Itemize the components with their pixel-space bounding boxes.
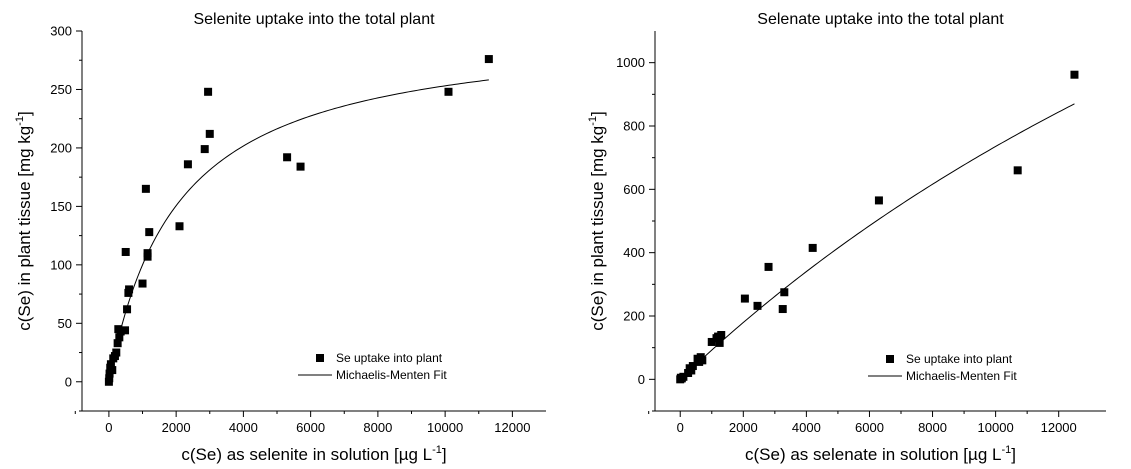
data-point [113,339,122,348]
data-point [200,145,209,154]
data-point [105,374,114,383]
data-point [679,372,688,381]
data-point [204,87,213,96]
data-point [687,366,696,375]
chart-title: Selenate uptake into the total plant [757,11,1004,28]
y-tick-label: 200 [50,140,72,155]
data-point [183,160,192,169]
x-axis-label: c(Se) as selenate in solution [µg L-1] [745,444,1016,464]
y-tick-label: 1000 [616,55,645,70]
data-point [484,55,493,64]
data-point [283,153,292,162]
data-point [874,196,883,205]
data-point [740,294,749,303]
x-tick-label: 4000 [229,420,258,435]
legend: Se uptake into plant Michaelis-Menten Fit [298,351,447,382]
legend-marker-square [316,354,324,362]
x-tick-label: 12000 [1041,420,1077,435]
data-point [141,184,150,193]
data-point [125,285,134,294]
x-tick-label: 10000 [427,420,463,435]
y-axis-label: c(Se) in plant tissue [mg kg-1] [14,111,34,331]
legend-label-scatter: Se uptake into plant [336,351,443,365]
data-point [717,331,726,339]
data-point [175,222,184,231]
data-point [121,247,130,256]
y-tick-label: 250 [50,82,72,97]
x-tick-label: 8000 [363,420,392,435]
y-tick-label: 100 [50,257,72,272]
data-point [1070,70,1079,79]
x-axis-label: c(Se) as selenite in solution [µg L-1] [181,444,446,464]
x-tick-label: 8000 [918,420,947,435]
data-point [138,279,147,288]
data-point [123,305,132,314]
data-point [145,228,154,237]
legend-label-line: Michaelis-Menten Fit [906,369,1017,383]
chart-1: 0 2000 4000 6000 8000 10000 12000 0 50 100 150 200 2… [14,11,546,464]
fit-line [118,79,489,337]
y-axis-label: c(Se) in plant tissue [mg kg-1] [587,111,607,331]
y-tick-label: 600 [623,182,645,197]
data-point [707,337,716,346]
y-tick-label: 400 [623,245,645,260]
y-tick-label: 300 [50,24,72,39]
data-point [106,360,115,369]
data-point [121,326,130,335]
data-point [715,338,724,347]
fit-line [679,103,1075,380]
y-tick-label: 0 [65,374,72,389]
y-tick-label: 200 [623,309,645,324]
data-point [808,243,817,252]
data-point [780,288,789,297]
x-tick-label: 0 [105,420,112,435]
x-tick-label: 10000 [978,420,1014,435]
data-point [1013,166,1022,175]
data-point [112,348,121,357]
data-point [444,87,453,96]
x-tick-label: 2000 [729,420,758,435]
data-point [115,333,124,342]
y-tick-label: 150 [50,199,72,214]
chart-2: 0 2000 4000 6000 8000 10000 12000 0 200 400 600 800… [587,11,1106,464]
y-tick-label: 800 [623,119,645,134]
legend-label-scatter: Se uptake into plant [906,352,1013,366]
data-point [688,362,697,371]
x-tick-label: 4000 [792,420,821,435]
data-point [143,249,152,258]
x-tick-label: 12000 [494,420,530,435]
x-tick-label: 2000 [162,420,191,435]
data-point [108,366,117,375]
data-point [116,327,125,336]
data-point [778,305,787,314]
y-tick-label: 0 [638,372,645,387]
x-tick-label: 0 [677,420,684,435]
data-point [296,162,305,171]
legend-label-line: Michaelis-Menten Fit [336,368,447,382]
data-point [753,301,762,310]
legend: Se uptake into plant Michaelis-Menten Fit [868,352,1017,383]
data-point [698,356,707,365]
data-point [764,262,773,271]
data-point [205,129,214,138]
x-tick-label: 6000 [296,420,325,435]
x-tick-label: 6000 [855,420,884,435]
chart-title: Selenite uptake into the total plant [193,11,435,28]
legend-marker-square [886,355,894,363]
y-tick-label: 50 [58,316,72,331]
